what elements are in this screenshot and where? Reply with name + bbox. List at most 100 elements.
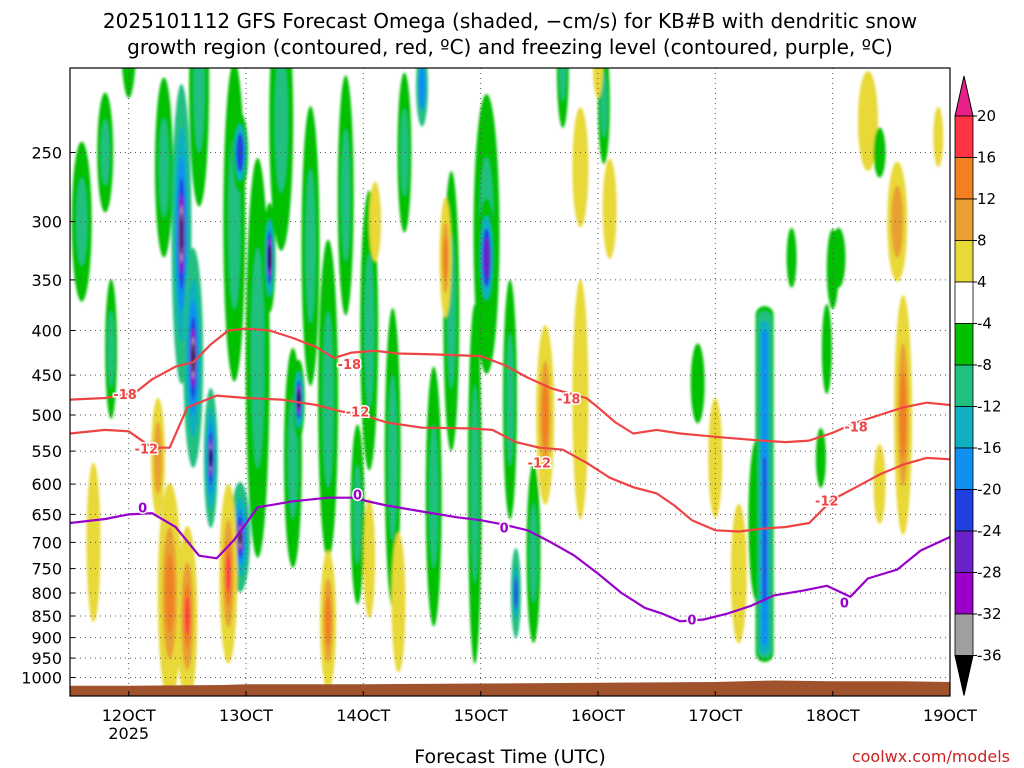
omega-cell	[226, 554, 231, 594]
omega-cell	[529, 503, 538, 603]
y-tick-label: 650	[31, 505, 62, 524]
y-axis: 250 300 350 400 450 500 550 600 650 700 750 800 850 9…	[21, 144, 75, 688]
colorbar-label: -16	[977, 439, 1002, 457]
contour-label: 0	[500, 522, 509, 537]
x-axis-label: Forecast Time (UTC)	[414, 746, 605, 768]
y-tick-label: 600	[31, 475, 62, 494]
colorbar-bin	[954, 406, 974, 449]
colorbar-label: -24	[977, 522, 1002, 540]
colorbar-bin	[954, 489, 974, 532]
omega-cell	[559, 68, 567, 101]
colorbar-bin	[954, 281, 974, 324]
omega-cell	[209, 448, 213, 468]
colorbar-bin	[954, 613, 974, 656]
y-tick-label: 550	[31, 442, 62, 461]
omega-cell	[107, 310, 115, 388]
omega-cell	[165, 553, 175, 633]
x-tick-label: 16OCT	[571, 706, 625, 725]
x-tick-label: 19OCT	[923, 706, 977, 725]
colorbar-label: 4	[977, 273, 987, 291]
colorbar-under-arrow	[954, 655, 974, 696]
omega-cell	[158, 117, 169, 217]
contour-label: -12	[528, 456, 552, 471]
omega-cell	[821, 304, 832, 394]
plot-frame	[69, 67, 951, 697]
contour-label: 0	[840, 596, 849, 611]
omega-cell	[364, 253, 375, 408]
contour-label: -12	[135, 443, 159, 458]
colorbar-label: -28	[977, 564, 1002, 582]
y-tick-label: 400	[31, 322, 62, 341]
colorbar-bin	[954, 157, 974, 200]
colorbar-bin	[954, 323, 974, 366]
terrain-fill	[70, 680, 950, 696]
omega-cell	[600, 71, 608, 138]
omega-cell	[86, 462, 101, 623]
omega-band	[763, 457, 767, 603]
contour-label: -18	[557, 393, 581, 408]
colorbar-label: 20	[977, 107, 996, 125]
omega-cell	[191, 342, 195, 374]
omega-cell	[483, 237, 490, 279]
colorbar-bin	[954, 572, 974, 615]
contour-label: -18	[844, 421, 868, 436]
contour-label: 0	[138, 502, 147, 517]
omega-cell	[429, 425, 439, 568]
y-tick-label: 300	[31, 213, 62, 232]
omega-cell	[899, 371, 907, 459]
colorbar-label: -4	[977, 315, 992, 333]
omega-cell	[268, 244, 271, 271]
omega-cell	[708, 397, 723, 518]
y-tick-label: 350	[31, 271, 62, 290]
grid-lines	[70, 68, 950, 696]
contour-label: -12	[346, 406, 370, 421]
omega-cell	[251, 247, 265, 468]
colorbar-label: -12	[977, 398, 1002, 416]
omega-cell	[873, 444, 886, 525]
x-tick-label: 14OCT	[336, 706, 390, 725]
omega-cell	[153, 421, 163, 494]
colorbar-label: 16	[977, 149, 996, 167]
y-tick-label: 900	[31, 629, 62, 648]
colorbar-label: -20	[977, 481, 1002, 499]
omega-cell	[690, 343, 705, 424]
omega-cell	[391, 532, 406, 673]
chart-title-line-1: 2025101112 GFS Forecast Omega (shaded, −…	[103, 9, 917, 33]
omega-cell	[388, 375, 398, 541]
colorbar-over-arrow	[954, 75, 974, 117]
omega-cell	[341, 129, 351, 262]
y-tick-label: 500	[31, 406, 62, 425]
x-tick-label: 17OCT	[688, 706, 742, 725]
y-tick-label: 700	[31, 533, 62, 552]
contour-label: -18	[113, 388, 137, 403]
colorbar-label: 8	[977, 232, 987, 250]
x-tick-sublabel: 2025	[108, 724, 149, 743]
omega-cell	[363, 498, 376, 619]
colorbar: 20 16 12 8 4 -4 -8 -12 -16 -20 -24 -28 -32 -36	[954, 75, 1002, 696]
omega-cell	[730, 503, 747, 644]
omega-cell	[873, 127, 886, 178]
y-tick-label: 450	[31, 366, 62, 385]
contour-line-0	[70, 496, 950, 623]
contour-line--18	[70, 327, 950, 444]
omega-cell	[322, 311, 334, 488]
chart-title-line-2: growth region (contoured, red, ºC) and f…	[127, 35, 893, 59]
colorbar-label: -8	[977, 356, 992, 374]
y-tick-label: 750	[31, 560, 62, 579]
omega-cell	[305, 169, 316, 323]
contour-lines: -18 -18 -18 -18 -12 -12 -12 -12 0 0 0 0 0	[70, 327, 950, 630]
omega-cell	[572, 279, 589, 520]
x-tick-label: 15OCT	[454, 706, 508, 725]
contour-line--12	[70, 394, 950, 533]
omega-cell	[400, 108, 409, 197]
y-tick-label: 250	[31, 144, 62, 163]
omega-cell	[297, 389, 301, 410]
omega-cell	[815, 427, 826, 488]
omega-cell	[572, 107, 589, 228]
colorbar-label: -32	[977, 605, 1002, 623]
colorbar-bin	[954, 115, 974, 158]
omega-shading	[71, 68, 944, 696]
omega-cell	[891, 185, 904, 258]
